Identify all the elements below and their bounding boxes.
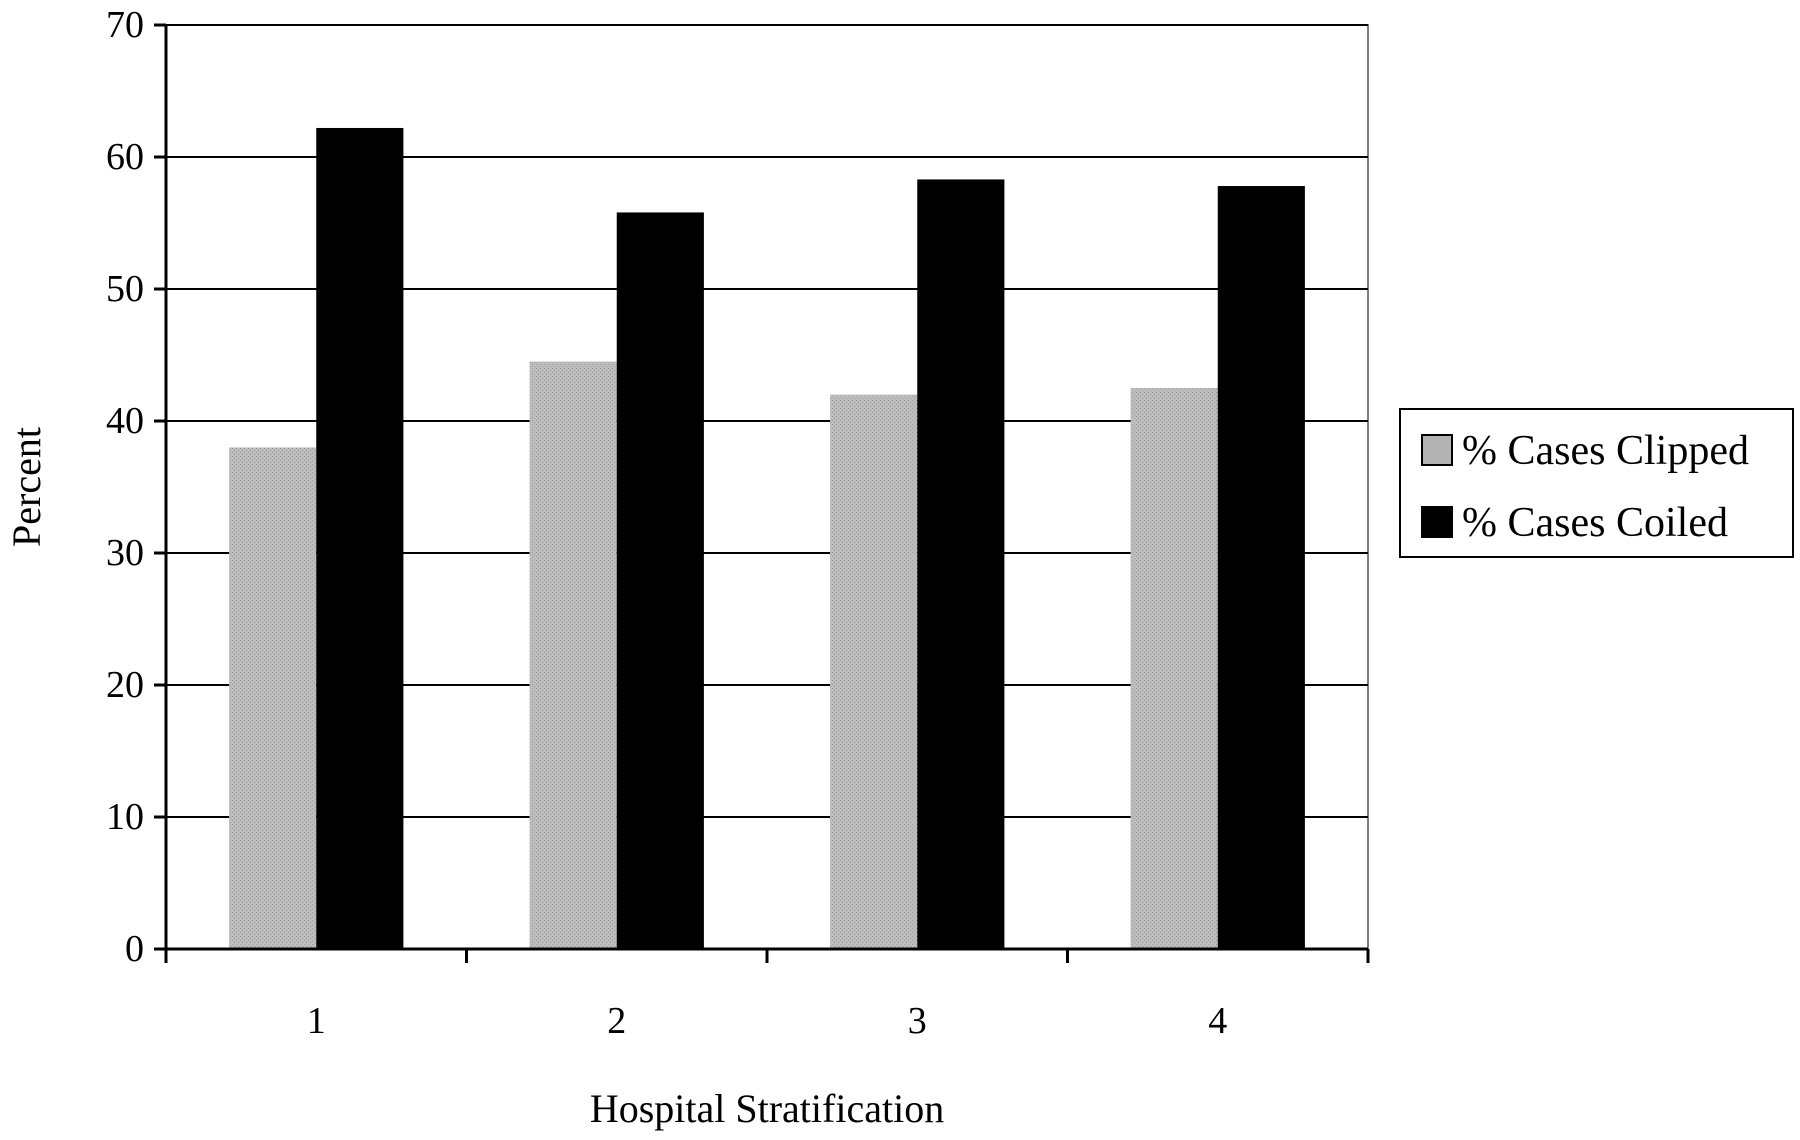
- axes: [154, 23, 1370, 963]
- x-tick-label: 2: [607, 1000, 626, 1042]
- legend-label-clipped: % Cases Clipped: [1462, 428, 1749, 474]
- legend-box: [1399, 408, 1794, 558]
- x-tick-label: 3: [908, 1000, 927, 1042]
- bar-coiled-4: [1217, 186, 1305, 950]
- y-tick-label: 30: [106, 532, 144, 574]
- bar-coiled-3: [917, 179, 1005, 949]
- y-tick-label: 40: [106, 400, 144, 442]
- legend-label-coiled: % Cases Coiled: [1462, 500, 1728, 546]
- y-tick-labels: 0 10 20 30 40 50 60 70: [106, 4, 144, 970]
- bar-coiled-1: [316, 127, 404, 949]
- y-tick-label: 0: [125, 928, 144, 970]
- x-axis-title: Hospital Stratification: [590, 1086, 944, 1131]
- bar-clipped-2: [529, 361, 617, 950]
- y-tick-label: 50: [106, 268, 144, 310]
- bar-clipped-4: [1130, 388, 1218, 949]
- x-tick-label: 4: [1208, 1000, 1227, 1042]
- y-tick-label: 60: [106, 136, 144, 178]
- bar-clipped-3: [830, 394, 918, 950]
- legend-swatch-coiled: [1421, 506, 1453, 538]
- y-axis-title: Percent: [4, 427, 49, 547]
- bar-clipped-1: [229, 447, 317, 949]
- bar-coiled-2: [616, 212, 704, 949]
- bars: [229, 127, 1305, 950]
- y-tick-label: 10: [106, 796, 144, 838]
- x-tick-labels: 1 2 3 4: [307, 1000, 1228, 1042]
- y-tick-label: 70: [106, 4, 144, 46]
- legend: % Cases Clipped % Cases Coiled: [1399, 408, 1794, 558]
- legend-swatch-clipped: [1421, 434, 1453, 466]
- x-tick-label: 1: [307, 1000, 326, 1042]
- y-tick-label: 20: [106, 664, 144, 706]
